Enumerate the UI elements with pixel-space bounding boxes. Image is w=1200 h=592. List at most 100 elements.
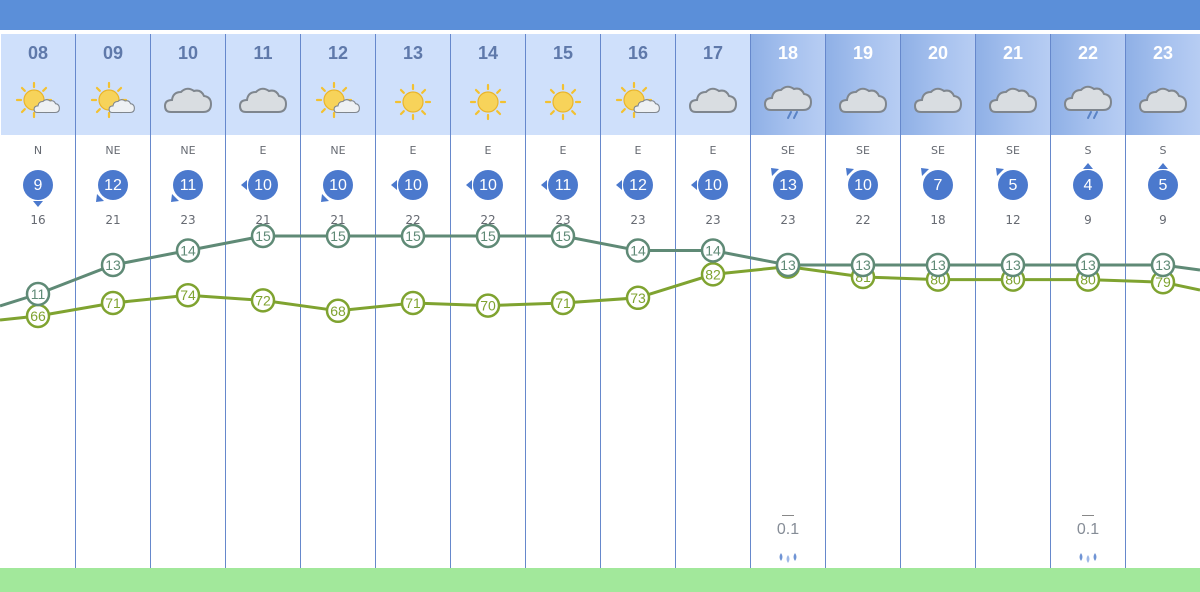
temperature-point: 11 <box>25 281 51 307</box>
sun-icon <box>463 80 513 124</box>
wind-arrow-icon <box>691 170 728 200</box>
hour-header <box>301 34 375 135</box>
hour-column: 23 S 5 9 <box>1126 34 1200 592</box>
wind-speed: 12 <box>629 177 647 194</box>
temperature-value: 14 <box>630 243 646 259</box>
wind-arrow-icon <box>616 170 653 200</box>
wind-speed: 10 <box>479 177 497 194</box>
precip-dash <box>782 515 794 516</box>
hour-label: 17 <box>702 43 724 63</box>
top-bar <box>0 0 1200 30</box>
wind-arrow-icon <box>391 170 428 200</box>
hour-header <box>1126 34 1200 135</box>
wind-gust: 16 <box>30 213 46 227</box>
temperature-point: 13 <box>1075 252 1101 278</box>
humidity-value: 72 <box>255 292 271 308</box>
humidity-value: 71 <box>105 295 121 311</box>
humidity-value: 68 <box>330 303 346 319</box>
cloud-icon <box>988 80 1038 124</box>
temperature-point: 15 <box>550 223 576 249</box>
wind-arrow-icon <box>241 170 278 200</box>
hour-label: 20 <box>927 43 949 63</box>
temperature-value: 13 <box>105 257 121 273</box>
humidity-value: 79 <box>1155 274 1171 290</box>
temperature-value: 13 <box>930 257 946 273</box>
humidity-value: 73 <box>630 290 646 306</box>
wind-arrow-icon <box>1148 163 1178 200</box>
cloud-icon <box>1138 80 1188 124</box>
raindrops-icon <box>775 547 801 565</box>
humidity-value: 70 <box>480 298 496 314</box>
wind-gust: 23 <box>780 213 796 227</box>
humidity-point: 73 <box>625 285 651 311</box>
wind-direction: E <box>709 144 717 157</box>
wind-gust: 12 <box>1005 213 1021 227</box>
wind-speed: 13 <box>779 177 797 194</box>
wind-gust: 18 <box>930 213 946 227</box>
wind-direction: NE <box>180 144 196 157</box>
wind-direction: SE <box>1006 144 1020 157</box>
wind-arrow-icon <box>23 170 53 207</box>
temperature-point: 13 <box>775 252 801 278</box>
temperature-point: 15 <box>250 223 276 249</box>
wind-direction: SE <box>931 144 945 157</box>
humidity-point: 71 <box>100 290 126 316</box>
wind-arrow-icon <box>921 168 953 200</box>
wind-speed: 11 <box>179 177 197 194</box>
temperature-point: 15 <box>400 223 426 249</box>
precip-amount: 0.1 <box>776 521 800 538</box>
wind-direction: SE <box>781 144 795 157</box>
temperature-point: 14 <box>625 238 651 263</box>
wind-arrow-icon <box>96 170 128 202</box>
humidity-point: 66 <box>25 303 51 329</box>
temperature-point: 13 <box>925 252 951 278</box>
wind-arrow-icon <box>846 168 878 200</box>
temperature-point: 14 <box>175 238 201 263</box>
hour-column: 19 SE 10 22 <box>826 34 901 592</box>
wind-direction: N <box>33 144 43 157</box>
temperature-point: 13 <box>1150 252 1176 278</box>
hour-column: 18 SE 13 23 <box>751 34 826 592</box>
wind-arrow-icon <box>466 170 503 200</box>
wind-speed: 10 <box>329 177 347 194</box>
wind-speed: 10 <box>854 177 872 194</box>
hour-header <box>226 34 300 135</box>
temperature-value: 15 <box>405 228 421 244</box>
hour-column: 12 NE 10 21 <box>301 34 376 592</box>
humidity-value: 71 <box>405 295 421 311</box>
temperature-value: 15 <box>555 228 571 244</box>
cloud-icon <box>688 80 738 124</box>
hour-label: 14 <box>477 43 499 63</box>
temperature-value: 13 <box>1005 257 1021 273</box>
sun-icon <box>388 80 438 124</box>
hour-label: 19 <box>852 43 874 63</box>
header-gap <box>0 30 1200 34</box>
hour-label: 21 <box>1002 43 1024 63</box>
wind-speed: 5 <box>1008 177 1018 194</box>
wind-gust: 9 <box>1159 213 1167 227</box>
raindrops-icon <box>1075 547 1101 565</box>
hour-label: 22 <box>1077 43 1099 63</box>
wind-speed: 11 <box>554 177 572 194</box>
humidity-value: 71 <box>555 295 571 311</box>
hour-column: 08 N 9 16 <box>1 34 76 592</box>
wind-speed: 7 <box>933 177 943 194</box>
hour-header <box>901 34 975 135</box>
wind-arrow-icon <box>1073 163 1103 200</box>
temperature-value: 15 <box>330 228 346 244</box>
hour-column: 11 E 10 21 <box>226 34 301 592</box>
temperature-point: 13 <box>1000 252 1026 278</box>
wind-gust: 22 <box>480 213 496 227</box>
wind-speed: 5 <box>1158 177 1168 194</box>
hour-header <box>976 34 1050 135</box>
wind-gust: 23 <box>555 213 571 227</box>
hour-column: 16 E 12 23 <box>601 34 676 592</box>
hour-column: 21 SE 5 12 <box>976 34 1051 592</box>
humidity-point: 74 <box>175 282 201 308</box>
wind-direction: S <box>1084 144 1092 157</box>
sun-cloud-icon <box>313 80 363 124</box>
temperature-value: 13 <box>780 257 796 273</box>
wind-gust: 23 <box>180 213 196 227</box>
hour-label: 16 <box>627 43 649 63</box>
wind-direction: NE <box>330 144 346 157</box>
